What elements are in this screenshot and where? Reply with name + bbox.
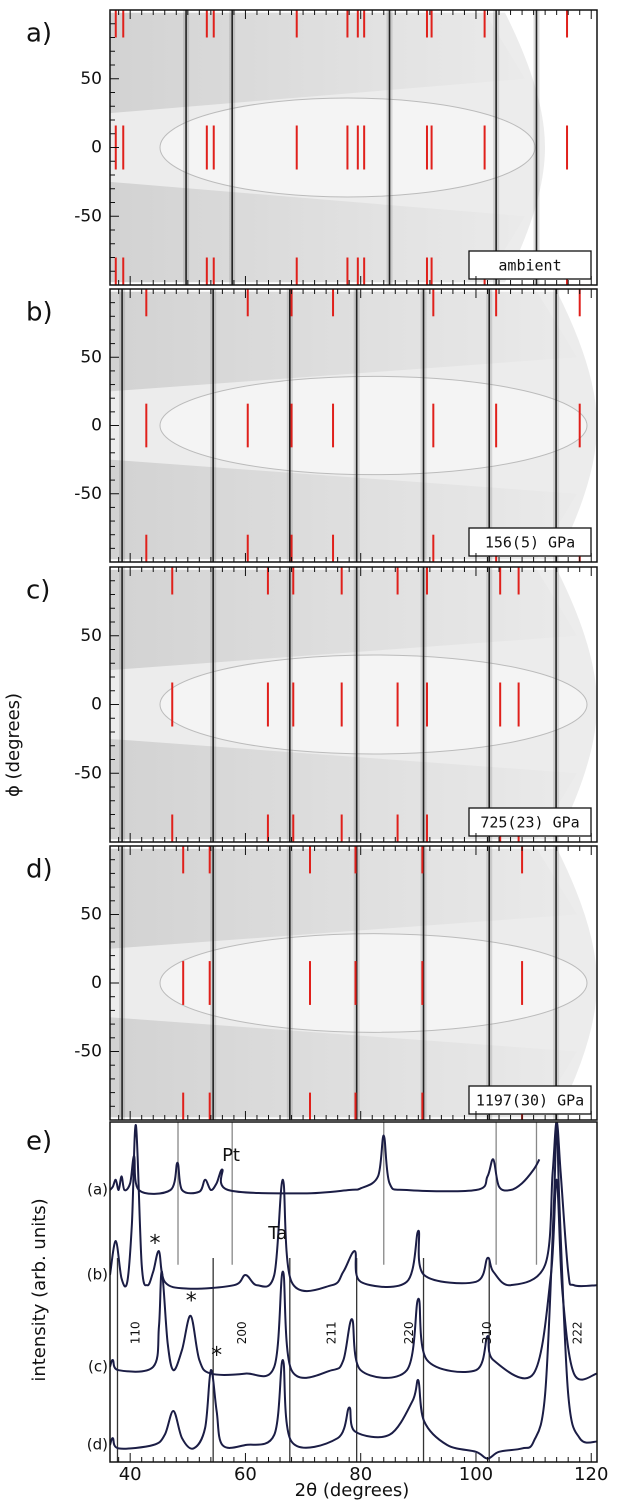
y-tick-label: 0 xyxy=(91,416,102,436)
hkl-label: 211 xyxy=(324,1321,338,1344)
annotation: * xyxy=(186,1289,197,1314)
spectrum-line xyxy=(110,1122,597,1460)
y-tick-label: 50 xyxy=(80,626,102,646)
panel-label: d) xyxy=(26,855,53,885)
x-axis-label: 2θ (degrees) xyxy=(295,1480,410,1501)
panel-label: b) xyxy=(26,298,53,328)
hkl-label: 200 xyxy=(235,1321,249,1344)
y-tick-label: -50 xyxy=(74,484,102,504)
annotation: Ta xyxy=(267,1223,287,1244)
y-tick-label: 0 xyxy=(91,695,102,715)
detector-band xyxy=(110,12,525,114)
detector-band xyxy=(110,459,577,560)
panel-label: a) xyxy=(26,19,52,49)
hkl-label: 110 xyxy=(128,1321,142,1344)
detector-band xyxy=(110,848,577,949)
panel-frame xyxy=(109,1121,598,1463)
series-label: (c) xyxy=(88,1357,108,1375)
series-label: (d) xyxy=(87,1436,108,1454)
phi-axis-label: ϕ (degrees) xyxy=(3,693,24,797)
y-tick-label: 0 xyxy=(91,138,102,158)
hkl-label: 222 xyxy=(570,1321,584,1344)
y-tick-label: -50 xyxy=(74,1042,102,1062)
series-label: (a) xyxy=(87,1181,108,1199)
spectra-plot xyxy=(110,1122,597,1462)
diffraction-image xyxy=(110,846,597,1120)
y-tick-label: -50 xyxy=(74,763,102,783)
y-tick-label: 0 xyxy=(91,973,102,993)
condition-label: 725(23) GPa xyxy=(480,814,579,832)
condition-box xyxy=(468,1085,592,1115)
diffraction-image xyxy=(110,289,597,562)
condition-box xyxy=(468,807,592,837)
intensity-axis-label: intensity (arb. units) xyxy=(29,1198,50,1381)
y-tick-label: 50 xyxy=(80,69,102,89)
annotation: Pt xyxy=(222,1145,240,1166)
detector-band xyxy=(110,569,577,671)
x-tick-label: 120 xyxy=(574,1464,608,1485)
detector-lens xyxy=(159,933,588,1033)
diffraction-image xyxy=(110,567,597,842)
detector-lens xyxy=(159,375,588,476)
annotation: * xyxy=(211,1344,222,1369)
detector-band xyxy=(110,291,577,392)
panel-label: e) xyxy=(26,1127,52,1157)
detector-lens xyxy=(159,654,588,755)
condition-box xyxy=(468,527,592,557)
series-label: (b) xyxy=(87,1266,108,1284)
condition-label: 156(5) GPa xyxy=(485,534,575,552)
condition-label: 1197(30) GPa xyxy=(476,1092,584,1110)
y-tick-label: -50 xyxy=(74,206,102,226)
detector-band xyxy=(110,738,577,840)
x-tick-label: 60 xyxy=(234,1464,257,1485)
condition-label: ambient xyxy=(498,257,561,275)
condition-box xyxy=(468,250,592,280)
detector-band xyxy=(110,181,525,283)
x-tick-label: 100 xyxy=(459,1464,493,1485)
y-tick-label: 50 xyxy=(80,347,102,367)
annotation: * xyxy=(149,1231,160,1256)
spectrum-line xyxy=(110,1134,541,1195)
hkl-label: 310 xyxy=(480,1321,494,1344)
panel-label: c) xyxy=(26,576,50,606)
diffraction-image xyxy=(110,10,569,285)
y-tick-label: 50 xyxy=(80,905,102,925)
x-tick-label: 40 xyxy=(119,1464,142,1485)
detector-band xyxy=(110,1017,577,1118)
x-tick-label: 80 xyxy=(349,1464,372,1485)
hkl-label: 220 xyxy=(402,1321,416,1344)
spectrum-line xyxy=(110,1122,597,1293)
spectrum-line xyxy=(110,1178,597,1381)
